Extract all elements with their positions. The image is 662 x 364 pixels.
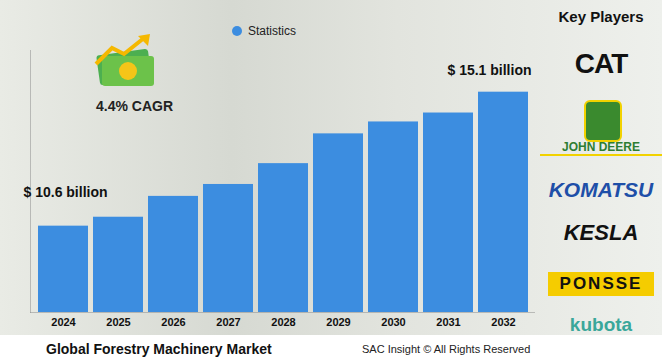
svg-text:2029: 2029 bbox=[326, 316, 350, 328]
svg-text:2024: 2024 bbox=[51, 316, 76, 328]
svg-text:2028: 2028 bbox=[271, 316, 295, 328]
html-text:KOMATSU: KOMATSU bbox=[548, 178, 654, 201]
svg-text:2025: 2025 bbox=[106, 316, 130, 328]
svg-text:$ 15.1 billion: $ 15.1 billion bbox=[447, 62, 531, 78]
svg-text:2026: 2026 bbox=[161, 316, 185, 328]
svg-text:2031: 2031 bbox=[436, 316, 460, 328]
svg-text:$ 10.6 billion: $ 10.6 billion bbox=[24, 184, 108, 200]
svg-text:2027: 2027 bbox=[216, 316, 240, 328]
svg-text:2030: 2030 bbox=[381, 316, 405, 328]
html-text:PONSSE: PONSSE bbox=[559, 274, 643, 293]
html-text:Global Forestry Machinery Mark: Global Forestry Machinery Market bbox=[46, 341, 272, 357]
html-text:4.4% CAGR: 4.4% CAGR bbox=[96, 98, 173, 114]
html-text:CAT: CAT bbox=[574, 48, 628, 79]
svg-text:2032: 2032 bbox=[491, 316, 515, 328]
html-text:SAC Insight © All Rights Reser: SAC Insight © All Rights Reserved bbox=[362, 343, 531, 355]
html-text:kubota: kubota bbox=[569, 314, 633, 335]
html-text:KESLA: KESLA bbox=[563, 220, 639, 245]
html-text:Key Players: Key Players bbox=[558, 8, 644, 25]
html-text:Statistics: Statistics bbox=[248, 24, 296, 38]
html-text:JOHN DEERE: JOHN DEERE bbox=[562, 140, 640, 154]
